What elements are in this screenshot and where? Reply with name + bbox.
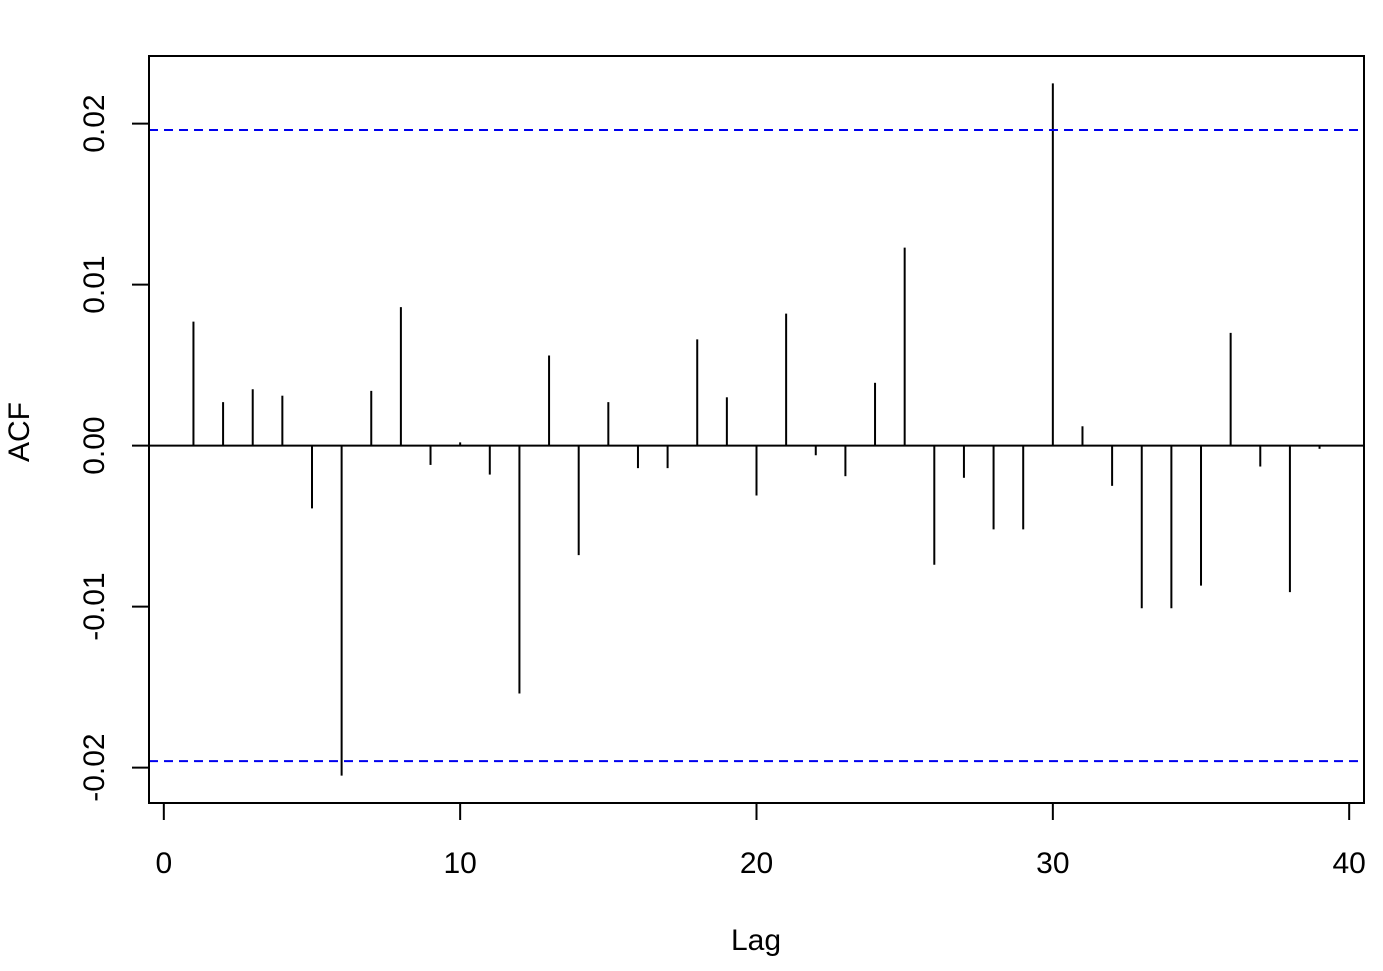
reference-lines [149, 129, 1364, 763]
y-tick-label: -0.01 [78, 572, 111, 640]
x-tick-label: 30 [1036, 847, 1069, 880]
y-tick-label: 0.01 [78, 255, 111, 313]
x-tick-label: 20 [740, 847, 773, 880]
y-tick-label: 0.02 [78, 94, 111, 152]
y-axis: -0.02 -0.01 0.00 0.01 0.02 [78, 94, 150, 802]
x-axis-title: Lag [731, 924, 781, 957]
y-axis-title: ACF [3, 402, 36, 462]
x-tick-label: 40 [1332, 847, 1365, 880]
plot-frame [148, 55, 1365, 804]
y-tick-label: 0.00 [78, 416, 111, 474]
x-tick-label: 0 [155, 847, 172, 880]
y-tick-label: -0.02 [78, 733, 111, 801]
x-axis: 0 10 20 30 40 [155, 802, 1366, 880]
x-tick-label: 10 [443, 847, 476, 880]
acf-bars [192, 83, 1321, 776]
